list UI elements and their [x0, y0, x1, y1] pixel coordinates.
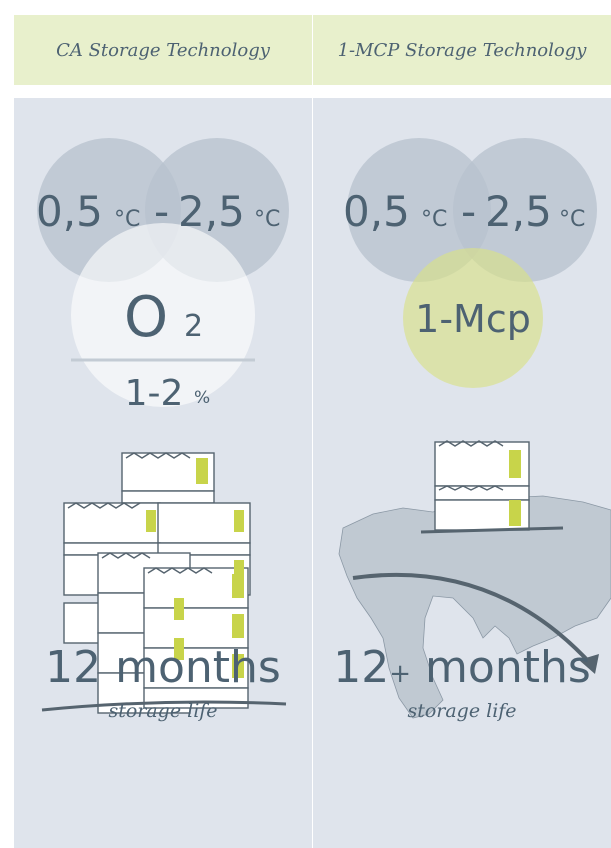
temp-circle-right: [453, 138, 597, 282]
mcp-temp-high-unit: °C: [559, 207, 585, 232]
mcp-diagram: 0,5 °C - 2,5 °C 1-Mcp: [338, 138, 611, 719]
stacked-boxes-icon: [63, 452, 251, 714]
mcp-column: 1-MCP Storage Technology 0,5 °C - 2,5 °C…: [313, 0, 611, 848]
ground-line: [41, 700, 287, 712]
mcp-circle: [403, 248, 543, 388]
mcp-duration-plus: +: [389, 659, 412, 689]
platform-line: [420, 526, 564, 534]
ca-duration: 12 months: [14, 646, 312, 690]
mcp-agent-label: 1-Mcp: [415, 297, 531, 341]
ca-duration-unit: months: [115, 642, 281, 693]
mcp-temp-high: 2,5: [485, 187, 552, 236]
temp-circle-left: [347, 138, 491, 282]
boxes-icon: [434, 440, 530, 531]
oxygen-unit: %: [194, 388, 210, 408]
mcp-caption: storage life: [407, 700, 517, 722]
mcp-temp-low: 0,5: [343, 187, 410, 236]
ca-temp-low: 0,5: [36, 187, 103, 236]
oxygen-subscript: 2: [184, 309, 203, 344]
ca-title: CA Storage Technology: [56, 39, 270, 61]
ca-column: CA Storage Technology 0,5 °C - 2,5 °C O …: [14, 0, 312, 848]
ca-temp-sep: -: [154, 187, 169, 236]
ca-panel: 0,5 °C - 2,5 °C O 2 1-2 %: [14, 98, 312, 848]
mcp-temp-low-unit: °C: [421, 207, 447, 232]
mcp-title: 1-MCP Storage Technology: [337, 39, 587, 61]
mcp-duration: 12+ months: [313, 646, 611, 690]
mcp-temp-sep: -: [461, 187, 476, 236]
ca-header: CA Storage Technology: [14, 15, 312, 85]
mcp-panel: 0,5 °C - 2,5 °C 1-Mcp: [313, 98, 611, 848]
oxygen-label: O: [124, 285, 168, 350]
ca-temp-high-unit: °C: [254, 207, 280, 232]
ca-duration-value: 12: [45, 642, 102, 693]
mcp-duration-unit: months: [425, 642, 591, 693]
mcp-header: 1-MCP Storage Technology: [313, 15, 611, 85]
arrow-icon: [352, 572, 593, 666]
oxygen-value: 1-2: [125, 373, 184, 414]
ca-temp-high: 2,5: [178, 187, 245, 236]
ca-temp-low-unit: °C: [114, 207, 140, 232]
mcp-duration-value: 12: [333, 642, 390, 693]
arrow-head-icon: [579, 654, 599, 674]
ca-caption: storage life: [108, 700, 218, 722]
ca-diagram: 0,5 °C - 2,5 °C O 2 1-2 %: [36, 138, 289, 714]
